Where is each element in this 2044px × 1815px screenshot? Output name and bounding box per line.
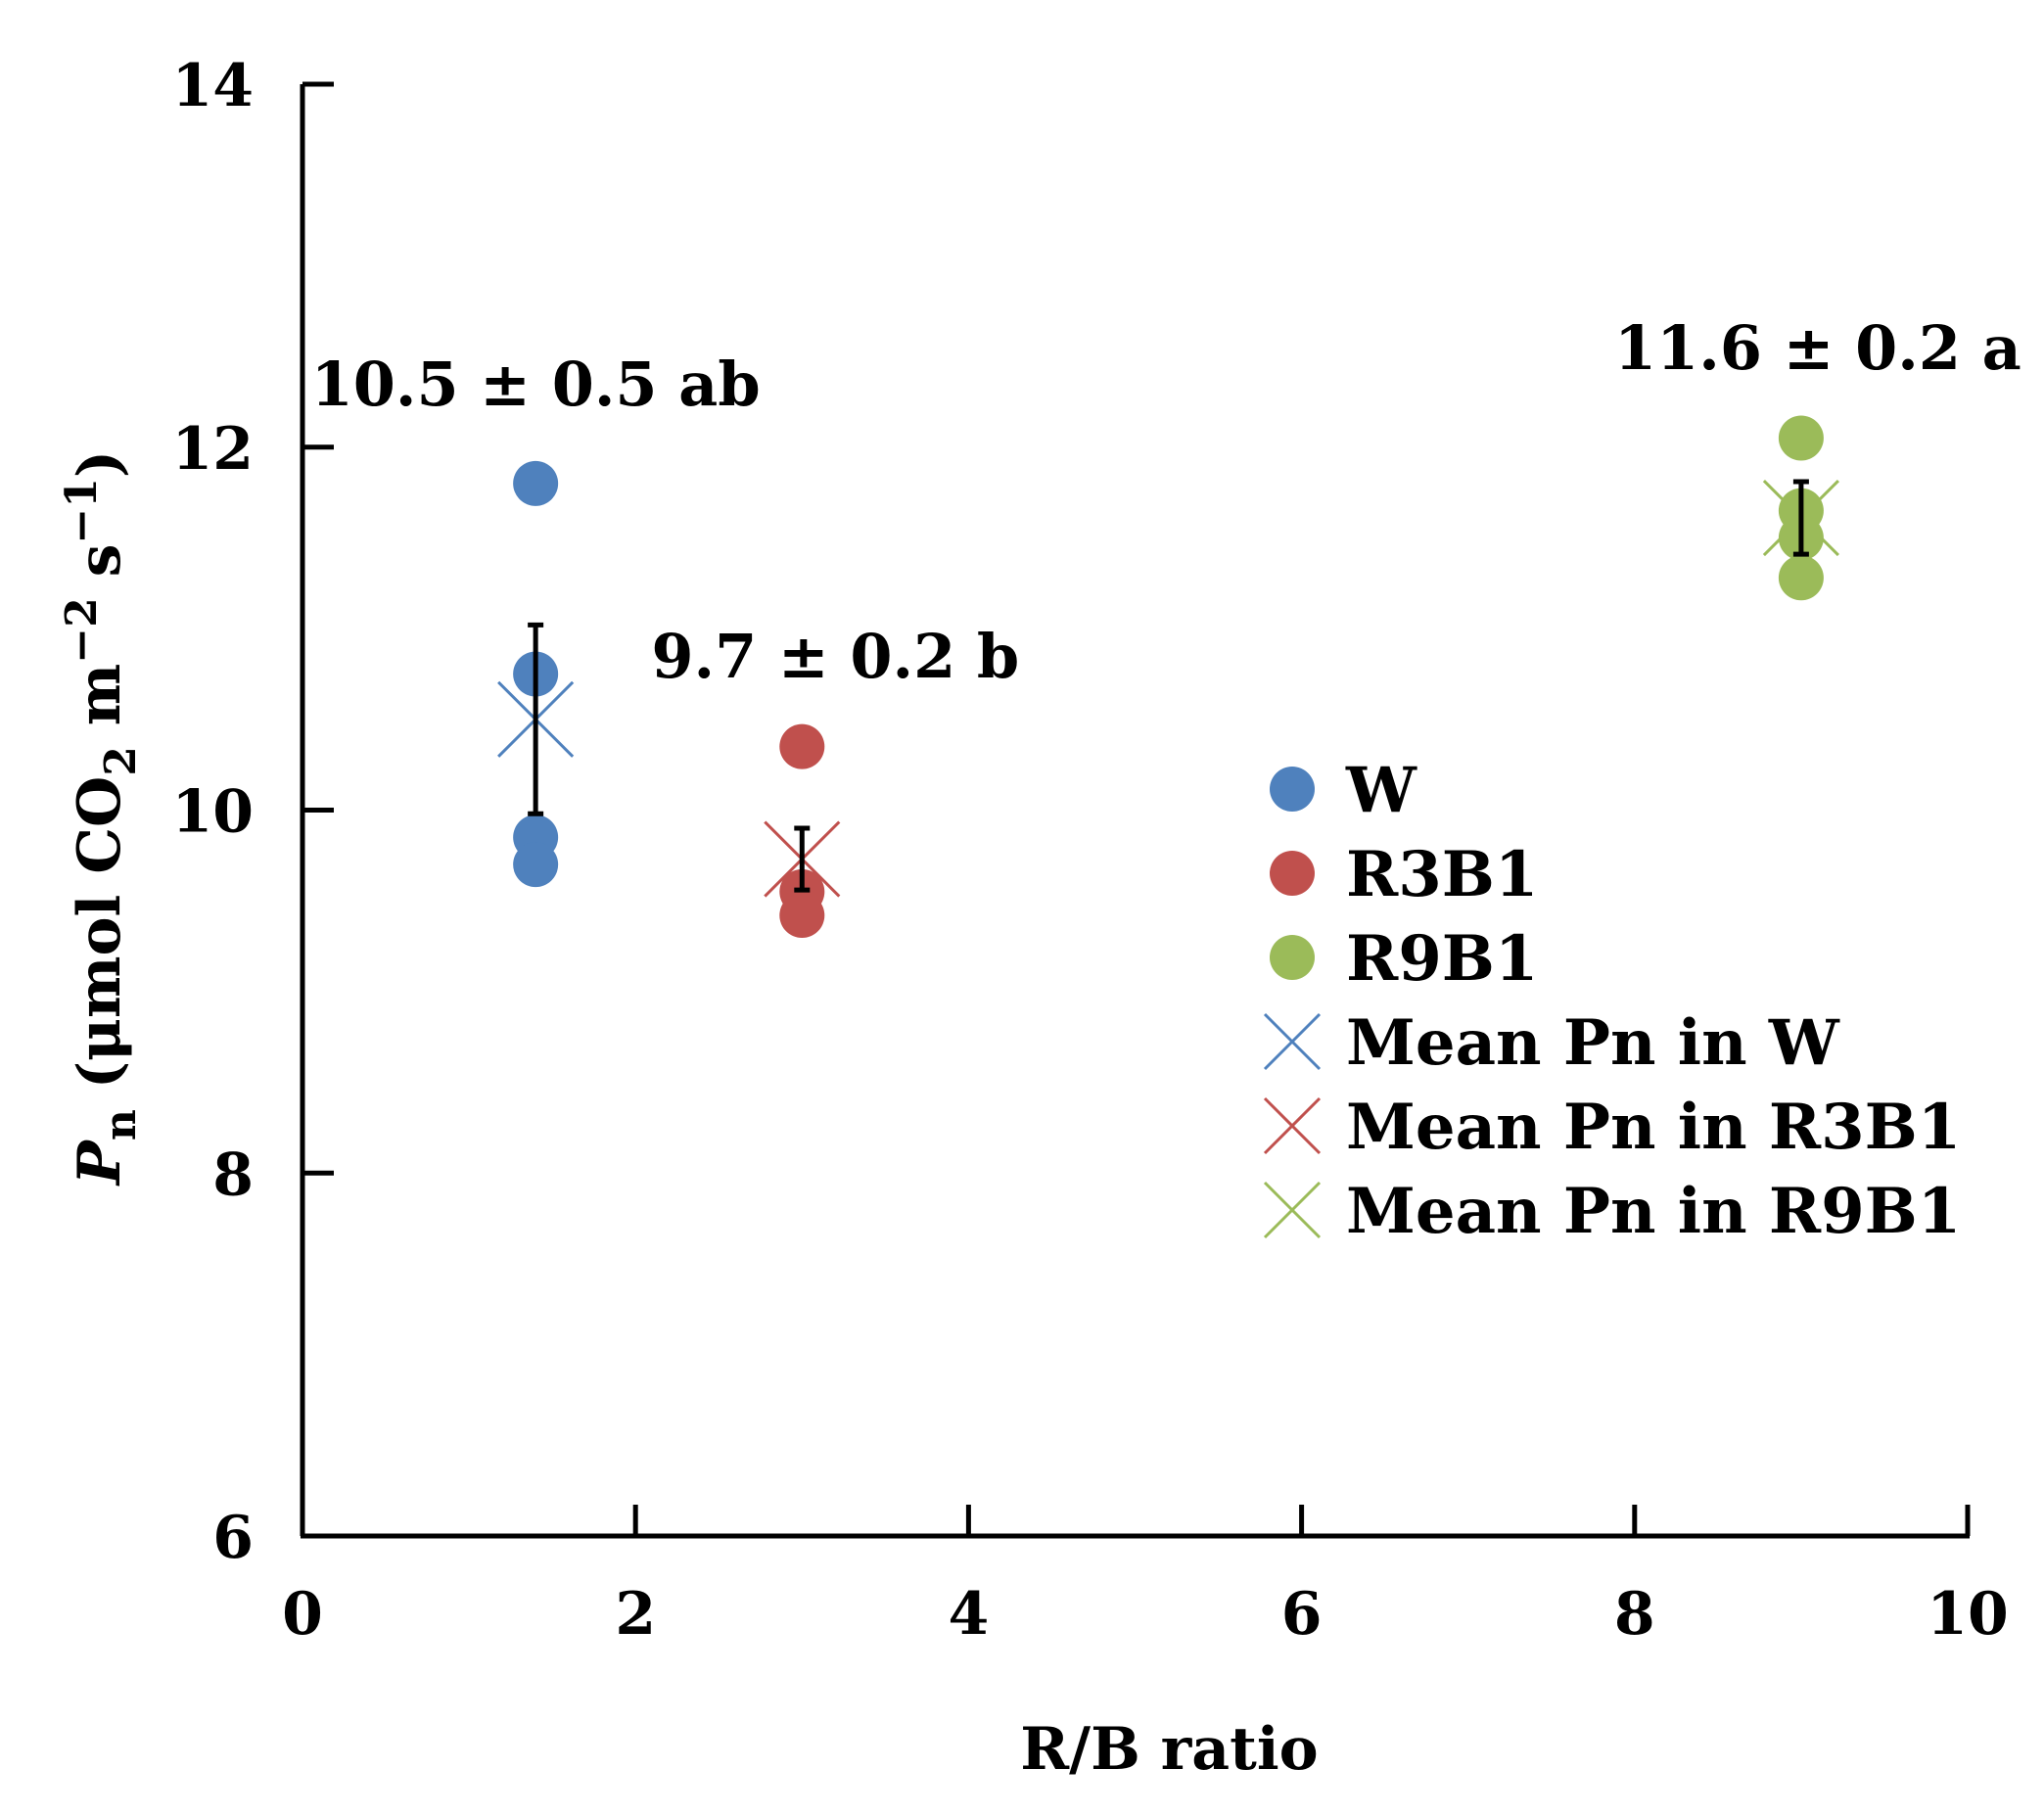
legend: W R3B1 R9B1 Mean Pn in W Mean Pn in R3B1 Mean… bbox=[1263, 754, 1961, 1248]
point-r9b1 bbox=[1778, 415, 1824, 461]
x-axis-title: R/B ratio bbox=[1020, 1715, 1318, 1784]
y-axis-symbol: P bbox=[66, 1139, 134, 1187]
legend-item-r9b1: R9B1 bbox=[1270, 922, 1538, 996]
mean-annotation: 11.6 ± 0.2 a bbox=[1614, 312, 2021, 384]
legend-marker bbox=[1270, 851, 1315, 896]
legend-label: Mean Pn in R9B1 bbox=[1346, 1175, 1961, 1248]
legend-label: R3B1 bbox=[1346, 838, 1538, 911]
legend-label: R9B1 bbox=[1346, 922, 1538, 996]
legend-cross-stroke bbox=[1263, 1012, 1322, 1071]
axes: 6 8 10 12 14 0 2 4 6 8 10 bbox=[172, 52, 2009, 1649]
legend-cross-stroke bbox=[1263, 1096, 1322, 1155]
y-axis-unit-sub: 2 bbox=[96, 746, 146, 776]
x-tick-label: 6 bbox=[1281, 1580, 1323, 1649]
point-r3b1 bbox=[779, 893, 825, 939]
point-w bbox=[513, 460, 559, 506]
x-tick-label: 0 bbox=[282, 1580, 323, 1649]
y-axis-unit-sup2: −1 bbox=[57, 478, 107, 543]
y-axis-unit-mid: m bbox=[66, 664, 134, 746]
legend-item-w: W bbox=[1270, 754, 1417, 827]
legend-label: W bbox=[1345, 754, 1417, 827]
legend-label: Mean Pn in W bbox=[1346, 1006, 1840, 1080]
y-axis-unit-open: (μmol CO bbox=[66, 776, 134, 1109]
mean-annotation: 10.5 ± 0.5 ab bbox=[311, 349, 761, 420]
mean-annotation: 9.7 ± 0.2 b bbox=[651, 621, 1019, 692]
y-tick-label: 12 bbox=[172, 415, 255, 484]
error-bar-mean-pn-in-w bbox=[528, 622, 544, 816]
legend-cross-stroke bbox=[1263, 1181, 1322, 1239]
y-tick-label: 14 bbox=[172, 52, 255, 120]
legend-marker bbox=[1270, 935, 1315, 980]
x-tick-label: 8 bbox=[1614, 1580, 1655, 1649]
legend-item-r3b1: R3B1 bbox=[1270, 838, 1538, 911]
y-tick-label: 8 bbox=[212, 1140, 254, 1209]
y-axis-title: Pn (μmol CO2 m−2 s−1) bbox=[57, 450, 146, 1187]
y-tick-label: 6 bbox=[212, 1504, 254, 1572]
point-w bbox=[513, 842, 559, 888]
x-tick-label: 4 bbox=[949, 1580, 990, 1649]
legend-marker bbox=[1270, 767, 1315, 812]
legend-item-mean-pn-in-r9b1: Mean Pn in R9B1 bbox=[1263, 1175, 1961, 1248]
y-axis-unit-close: ) bbox=[66, 450, 134, 478]
legend-label: Mean Pn in R3B1 bbox=[1346, 1091, 1961, 1164]
data-marks bbox=[497, 415, 1839, 939]
point-r3b1 bbox=[779, 723, 825, 769]
legend-item-mean-pn-in-r3b1: Mean Pn in R3B1 bbox=[1263, 1091, 1961, 1164]
annotations: 10.5 ± 0.5 ab 9.7 ± 0.2 b 11.6 ± 0.2 a bbox=[311, 312, 2021, 692]
y-tick-label: 10 bbox=[172, 778, 255, 847]
legend-item-mean-pn-in-w: Mean Pn in W bbox=[1263, 1006, 1840, 1080]
x-tick-label: 2 bbox=[615, 1580, 656, 1649]
y-axis-unit-s: s bbox=[66, 544, 134, 598]
y-axis-symbol-subscript: n bbox=[96, 1109, 146, 1140]
error-bar-mean-pn-in-r3b1 bbox=[794, 825, 811, 893]
x-tick-label: 10 bbox=[1927, 1580, 2009, 1649]
point-r9b1 bbox=[1778, 555, 1824, 601]
y-axis-unit-sup1: −2 bbox=[57, 597, 107, 663]
error-bar-mean-pn-in-r9b1 bbox=[1792, 479, 1809, 557]
